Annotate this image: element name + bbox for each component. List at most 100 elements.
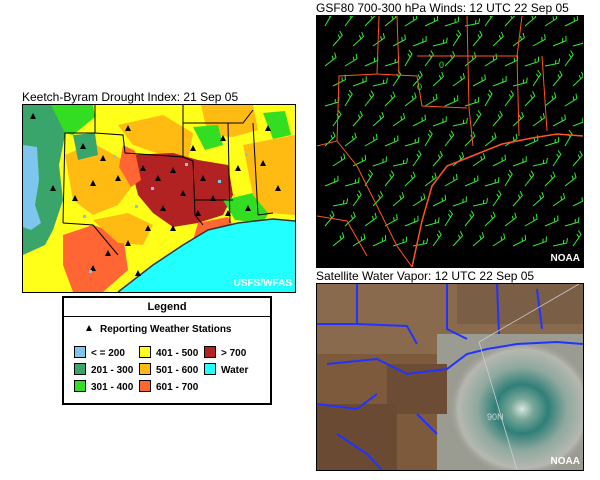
- wind-barb: [484, 16, 493, 27]
- wind-barb: [512, 32, 525, 47]
- winds-credit-label: NOAA: [550, 253, 580, 264]
- wind-barb: [512, 156, 527, 167]
- wind-barb: [432, 230, 442, 247]
- wind-barb: [412, 193, 426, 207]
- wind-barb: [464, 175, 479, 187]
- wind-barb: [412, 238, 429, 247]
- wind-barb: [524, 213, 538, 227]
- wind-barb: [432, 71, 444, 87]
- vapor-image-graphic: 90N: [317, 284, 583, 470]
- wind-barb: [564, 217, 580, 227]
- wind-barb: [452, 72, 466, 87]
- wind-barb: [372, 77, 388, 87]
- wind-barb: [432, 194, 447, 207]
- wind-barb: [344, 177, 360, 187]
- winds-map: 0 0 NOAA: [316, 15, 584, 268]
- wind-barb: [532, 191, 545, 207]
- wind-barb: [524, 16, 537, 27]
- wind-barb: [452, 231, 464, 247]
- legend-item-label: < = 200: [91, 348, 125, 359]
- wind-barb: [464, 96, 480, 107]
- wind-barb: [352, 233, 366, 247]
- wind-barb: [572, 118, 583, 127]
- wind-barb: [544, 136, 560, 147]
- vapor-credit-label: NOAA: [550, 456, 580, 467]
- wind-barb: [332, 232, 345, 247]
- legend-item: Water: [204, 363, 248, 376]
- wind-barb: [384, 16, 397, 27]
- wind-barb: [412, 35, 427, 47]
- wind-barb: [344, 132, 357, 147]
- vapor-image-title: Satellite Water Vapor: 12 UTC 22 Sep 05: [316, 269, 535, 283]
- wind-barb: [404, 215, 419, 227]
- wind-barb: [444, 95, 459, 107]
- wind-barb: [452, 117, 468, 127]
- legend-item-label: 501 - 600: [156, 365, 199, 376]
- wind-barb: [412, 150, 422, 167]
- vapor-image: 90N NOAA: [316, 283, 584, 471]
- wind-barb: [492, 233, 506, 247]
- wind-barb: [492, 190, 502, 207]
- kbdi-map-graphic: [23, 105, 295, 292]
- legend-item: 601 - 700: [139, 380, 198, 393]
- wind-barb: [544, 58, 561, 67]
- wind-barb: [324, 52, 337, 67]
- wind-barb: [492, 110, 503, 127]
- wind-barb: [564, 172, 577, 187]
- wind-barb: [392, 236, 408, 247]
- legend-swatch: [204, 346, 216, 358]
- wind-barb: [444, 173, 458, 187]
- wind-barb: [472, 74, 486, 87]
- wind-barb: [364, 133, 378, 147]
- wind-barb: [404, 49, 413, 67]
- wind-barb: [492, 75, 507, 87]
- wind-barb: [344, 89, 353, 107]
- winds-map-title: GSF80 700-300 hPa Winds: 12 UTC 22 Sep 0…: [316, 1, 569, 15]
- legend-item: > 700: [204, 346, 246, 359]
- legend-stations-label: Reporting Weather Stations: [100, 324, 232, 335]
- legend-item-label: Water: [221, 365, 249, 376]
- wind-barb: [424, 93, 438, 107]
- wind-barb: [452, 29, 462, 47]
- wind-barb: [332, 30, 343, 47]
- wind-barb: [484, 89, 493, 107]
- legend-item: 401 - 500: [139, 346, 198, 359]
- wind-barb: [432, 116, 447, 127]
- wind-barb: [372, 111, 385, 127]
- wind-barb: [372, 156, 387, 167]
- wind-barb: [572, 39, 583, 47]
- legend-swatch: [74, 380, 86, 392]
- wind-barb: [464, 210, 475, 227]
- wind-barb: [504, 16, 516, 27]
- wind-barb: [344, 16, 354, 27]
- legend-item-label: 601 - 700: [156, 382, 199, 393]
- kbdi-map: USFS/WFAS: [22, 104, 296, 293]
- kbdi-map-title: Keetch-Byram Drought Index: 21 Sep 05: [22, 90, 239, 104]
- legend-box: Legend Reporting Weather Stations < = 20…: [62, 296, 272, 405]
- wind-barb: [472, 110, 482, 127]
- wind-barb: [572, 230, 582, 247]
- wind-barb: [392, 192, 405, 207]
- legend-item-label: 201 - 300: [91, 365, 134, 376]
- wind-barb: [424, 16, 439, 27]
- wind-barbs: [324, 16, 583, 247]
- wind-barb: [544, 92, 557, 107]
- legend-item-label: > 700: [221, 348, 247, 359]
- wind-barb: [472, 153, 486, 167]
- wind-barb: [332, 153, 346, 167]
- wind-barb: [412, 70, 423, 87]
- legend-swatch: [139, 346, 151, 358]
- wind-barb: [504, 133, 518, 147]
- wind-barb: [404, 171, 416, 187]
- wind-barb: [552, 35, 567, 47]
- wind-barb: [544, 215, 559, 227]
- wind-barb: [372, 235, 387, 247]
- legend-swatch: [204, 363, 216, 375]
- wind-barb: [484, 132, 497, 147]
- wind-barb: [352, 76, 367, 87]
- wind-barb: [532, 34, 546, 47]
- wind-barb: [324, 210, 335, 227]
- legend-swatch: [74, 346, 86, 358]
- legend-stations-row: Reporting Weather Stations: [86, 324, 270, 335]
- wind-barb: [564, 16, 579, 27]
